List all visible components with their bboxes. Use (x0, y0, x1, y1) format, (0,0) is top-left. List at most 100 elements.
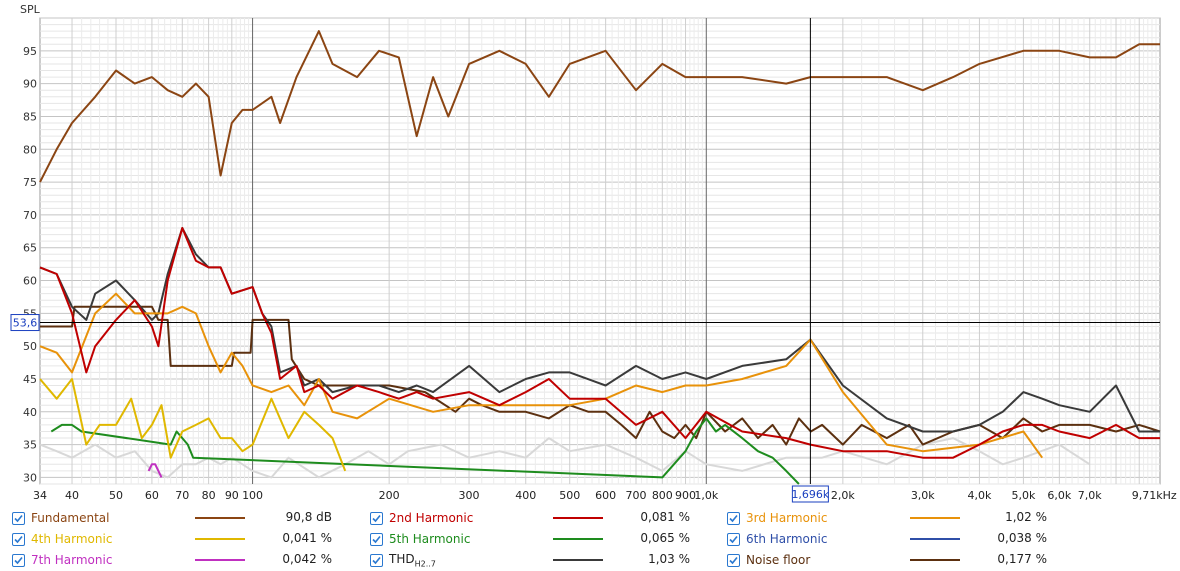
x-tick-label: 70 (175, 489, 189, 502)
x-tick-label: 500 (559, 489, 580, 502)
legend-label: THDH2..7 (389, 551, 436, 569)
legend-label: 2nd Harmonic (389, 511, 474, 525)
x-tick-label: 100 (242, 489, 263, 502)
legend-value-6th-harmonic: 0,038 % (997, 531, 1047, 545)
x-tick-label: 7,0k (1078, 489, 1102, 502)
series-line-7th-harmonic (147, 463, 163, 478)
legend-value-7th-harmonic: 0,042 % (282, 552, 332, 566)
x-tick-label: 400 (515, 489, 536, 502)
x-tick-label: 800 (652, 489, 673, 502)
cursor-y-label: 53,6 (13, 317, 38, 330)
legend-item-3rd-harmonic: 3rd Harmonic (727, 508, 1067, 528)
x-tick-label: 60 (145, 489, 159, 502)
x-tick-label: 5,0k (1011, 489, 1035, 502)
x-tick-label: 600 (595, 489, 616, 502)
legend-checkbox-fundamental[interactable] (12, 511, 25, 525)
x-tick-label: 1,0k (694, 489, 718, 502)
x-tick-label: 34 (33, 489, 47, 502)
y-tick-label: 95 (23, 45, 37, 58)
legend-swatch-5th-harmonic (553, 538, 603, 540)
legend-item-5th-harmonic: 5th Harmonic (370, 529, 710, 549)
legend-label: 5th Harmonic (389, 532, 471, 546)
legend-value-noise-floor: 0,177 % (997, 552, 1047, 566)
legend-checkbox-3rd-harmonic[interactable] (727, 511, 740, 525)
legend-value-3rd-harmonic: 1,02 % (1005, 510, 1047, 524)
legend-swatch-4th-harmonic (195, 538, 245, 540)
cursor[interactable]: 53,6 1,696k (10, 18, 1160, 503)
y-axis-label: SPL (20, 3, 41, 16)
legend-checkbox-2nd-harmonic[interactable] (370, 511, 383, 525)
plot-area (39, 17, 1161, 485)
legend-swatch-3rd-harmonic (910, 517, 960, 519)
legend-value-5th-harmonic: 0,065 % (640, 531, 690, 545)
legend-checkbox-noise-floor[interactable] (727, 553, 740, 567)
x-tick-label: 3,0k (911, 489, 935, 502)
legend-item-7th-harmonic: 7th Harmonic (12, 550, 352, 570)
x-tick-label: 200 (379, 489, 400, 502)
x-tick-label: 2,0k (831, 489, 855, 502)
legend-swatch-2nd-harmonic (553, 517, 603, 519)
x-tick-label: 900 (675, 489, 696, 502)
series-line-5th-harmonic (50, 417, 800, 485)
series-line-2nd-harmonic (39, 227, 1160, 459)
y-tick-label: 75 (23, 176, 37, 189)
legend-value-4th-harmonic: 0,041 % (282, 531, 332, 545)
y-tick-label: 65 (23, 242, 37, 255)
legend-swatch-noise-floor (910, 559, 960, 561)
legend-swatch-6th-harmonic (910, 538, 960, 540)
grid (39, 17, 1161, 485)
y-tick-label: 35 (23, 439, 37, 452)
y-tick-label: 70 (23, 209, 37, 222)
legend-value-fundamental: 90,8 dB (285, 510, 332, 524)
legend-label: Noise floor (746, 553, 811, 567)
x-tick-label: 6,0k (1047, 489, 1071, 502)
legend-item-6th-harmonic: 6th Harmonic (727, 529, 1067, 549)
legend-label: 6th Harmonic (746, 532, 828, 546)
legend-label: Fundamental (31, 511, 110, 525)
y-tick-label: 80 (23, 143, 37, 156)
legend-checkbox-7th-harmonic[interactable] (12, 553, 25, 567)
x-tick-label: 40 (65, 489, 79, 502)
x-tick-label: 80 (202, 489, 216, 502)
x-tick-label: 90 (225, 489, 239, 502)
legend-checkbox-6th-harmonic[interactable] (727, 532, 740, 546)
legend-checkbox-thd[interactable] (370, 553, 383, 567)
legend: Fundamental 90,8 dB 2nd Harmonic 0,081 % 3rd… (0, 506, 1180, 571)
series-group (39, 30, 1161, 485)
y-tick-label: 30 (23, 471, 37, 484)
legend-item-fundamental: Fundamental (12, 508, 352, 528)
series-line-reference (39, 437, 1091, 479)
y-tick-label: 60 (23, 275, 37, 288)
legend-item-4th-harmonic: 4th Harmonic (12, 529, 352, 549)
legend-checkbox-4th-harmonic[interactable] (12, 532, 25, 546)
series-line-3rd-harmonic (39, 292, 1044, 459)
legend-item-2nd-harmonic: 2nd Harmonic (370, 508, 710, 528)
legend-swatch-fundamental (195, 517, 245, 519)
legend-value-thd: 1,03 % (648, 552, 690, 566)
series-line-noise-floor (40, 305, 1161, 446)
x-tick-label: 9,71kHz (1132, 489, 1177, 502)
cursor-y-box (10, 314, 40, 332)
legend-label: 4th Harmonic (31, 532, 113, 546)
y-tick-label: 40 (23, 406, 37, 419)
legend-value-2nd-harmonic: 0,081 % (640, 510, 690, 524)
series-line-4th-harmonic (39, 378, 347, 472)
legend-checkbox-5th-harmonic[interactable] (370, 532, 383, 546)
cursor-x-box (791, 485, 829, 503)
y-tick-label: 50 (23, 340, 37, 353)
x-tick-label: 50 (109, 489, 123, 502)
legend-item-noise-floor: Noise floor (727, 550, 1067, 570)
legend-swatch-7th-harmonic (195, 559, 245, 561)
x-tick-label: 700 (626, 489, 647, 502)
series-line-thd (39, 227, 1160, 433)
y-tick-label: 90 (23, 78, 37, 91)
cursor-x-label: 1,696k (791, 488, 829, 501)
y-tick-label: 45 (23, 373, 37, 386)
legend-swatch-thd (553, 559, 603, 561)
legend-label-subscript: H2..7 (414, 559, 436, 569)
y-tick-label: 85 (23, 110, 37, 123)
x-tick-label: 300 (459, 489, 480, 502)
legend-label: 7th Harmonic (31, 553, 113, 567)
